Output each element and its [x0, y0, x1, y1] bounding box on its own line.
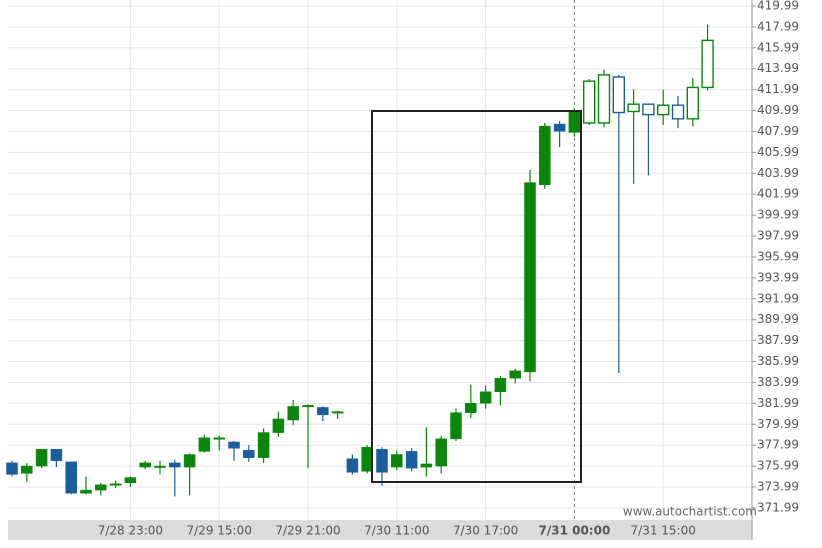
candle-body	[198, 437, 211, 452]
candle-body	[420, 463, 433, 468]
x-tick-label: 7/31 15:00	[631, 524, 696, 538]
candle-body	[539, 125, 551, 185]
y-tick-label: 379.99	[757, 417, 799, 431]
candle-body	[95, 484, 107, 491]
y-tick-label: 385.99	[757, 354, 799, 368]
candle-body	[331, 411, 344, 414]
candle-body	[124, 477, 137, 484]
candle-body	[6, 462, 18, 475]
candle-body	[627, 103, 640, 113]
candle-body	[272, 418, 285, 433]
y-tick-label: 373.99	[757, 480, 799, 494]
y-tick-label: 407.99	[757, 124, 799, 138]
candle-body	[435, 438, 447, 467]
y-tick-label: 391.99	[757, 291, 799, 305]
candle-body	[583, 80, 596, 124]
candle-body	[50, 449, 63, 462]
candles	[6, 24, 714, 497]
pattern-box	[371, 110, 582, 483]
candle-body	[213, 437, 225, 440]
y-tick-label: 387.99	[757, 333, 799, 347]
candle-body	[686, 86, 699, 120]
x-tick-label: 7/28 23:00	[98, 524, 163, 538]
x-tick-label: 7/29 15:00	[187, 524, 252, 538]
candle-body	[139, 462, 151, 468]
y-tick-label: 397.99	[757, 229, 799, 243]
candle-body	[317, 407, 329, 416]
candle-body	[657, 104, 670, 116]
candle-body	[183, 454, 196, 468]
candle-body	[642, 103, 655, 116]
candle-body	[612, 76, 625, 114]
candle-body	[509, 370, 521, 379]
y-tick-label: 409.99	[757, 103, 799, 117]
x-axis-band	[8, 520, 752, 540]
grid	[8, 0, 752, 520]
candle-body	[228, 441, 240, 449]
y-tick-label: 381.99	[757, 396, 799, 410]
candle-body	[405, 451, 418, 469]
candle-body	[494, 377, 507, 393]
x-tick-label: 7/31 00:00	[538, 524, 610, 538]
candle-body	[597, 74, 611, 124]
y-tick-label: 403.99	[757, 166, 799, 180]
y-tick-label: 405.99	[757, 145, 799, 159]
candle-body	[287, 406, 299, 421]
y-tick-label: 377.99	[757, 438, 799, 452]
candle-body	[35, 449, 48, 467]
candle-body	[346, 458, 359, 473]
y-tick-label: 375.99	[757, 459, 799, 473]
candle-body	[21, 465, 33, 474]
y-tick-label: 419.99	[757, 0, 799, 12]
candle-body	[450, 412, 462, 440]
candle-body	[243, 450, 255, 458]
candle-body	[391, 454, 403, 468]
candle-body	[479, 391, 492, 404]
candle-body	[80, 489, 92, 494]
candle-body	[302, 405, 314, 408]
candle-body	[465, 403, 477, 413]
y-tick-label: 401.99	[757, 187, 799, 201]
candle-body	[376, 449, 388, 473]
y-tick-label: 411.99	[757, 82, 799, 96]
candle-body	[65, 461, 77, 494]
y-tick-label: 389.99	[757, 312, 799, 326]
candle-body	[109, 483, 122, 486]
candle-body	[257, 432, 270, 458]
y-tick-label: 399.99	[757, 208, 799, 222]
candle-body	[701, 39, 714, 89]
y-tick-label: 417.99	[757, 19, 799, 33]
candle-body	[568, 111, 581, 133]
candle-body	[154, 465, 166, 468]
y-tick-label: 395.99	[757, 249, 799, 263]
y-tick-label: 415.99	[757, 40, 799, 54]
watermark: www.autochartist.com	[623, 505, 757, 519]
y-tick-label: 413.99	[757, 61, 799, 75]
y-tick-label: 393.99	[757, 270, 799, 284]
candle-body	[553, 123, 566, 132]
x-tick-label: 7/29 21:00	[275, 524, 340, 538]
x-tick-label: 7/30 17:00	[453, 524, 518, 538]
candle-body	[524, 182, 536, 373]
y-tick-label: 371.99	[757, 500, 799, 514]
y-tick-label: 383.99	[757, 375, 799, 389]
x-tick-label: 7/30 11:00	[364, 524, 429, 538]
candle-body	[169, 462, 181, 468]
candle-body	[671, 104, 685, 120]
